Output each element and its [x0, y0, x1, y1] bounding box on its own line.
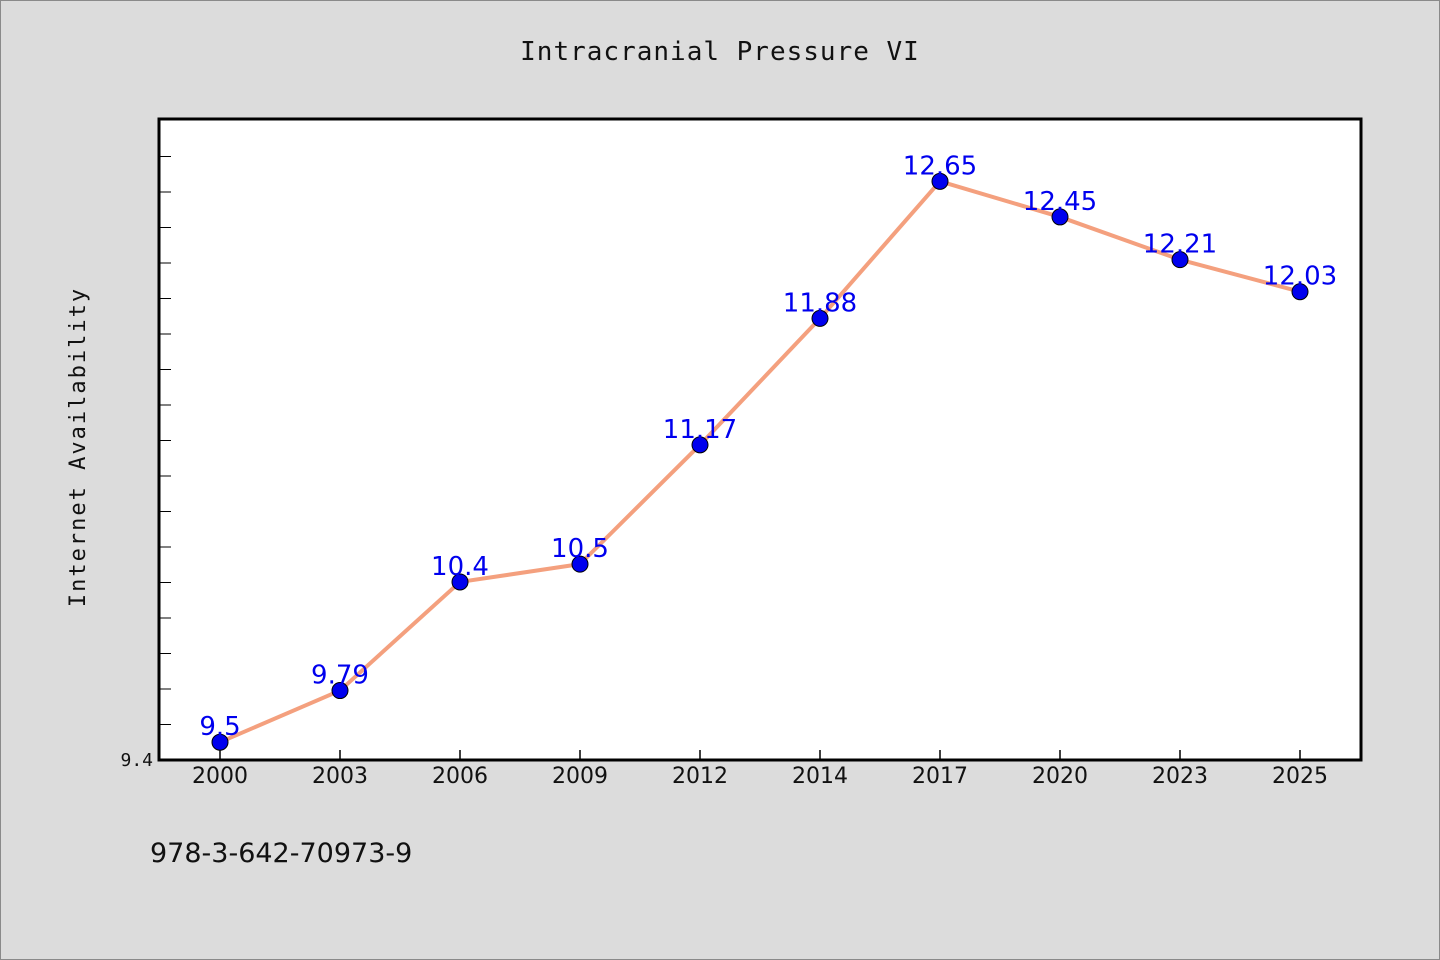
x-tick-label: 2025	[1272, 764, 1328, 789]
footer-isbn: 978-3-642-70973-9	[150, 838, 412, 869]
series-markers	[211, 172, 1309, 751]
data-point-marker	[1051, 208, 1069, 226]
x-tick-label: 2006	[432, 764, 488, 789]
data-point-marker	[811, 309, 829, 327]
y-minor-ticks	[159, 156, 171, 725]
data-point-label: 11.88	[783, 288, 857, 318]
data-point-label: 12.03	[1263, 262, 1337, 292]
y-tick-label: 9.4	[120, 750, 153, 771]
data-point-label: 9.5	[199, 712, 240, 742]
data-point-marker	[931, 172, 949, 190]
x-tick-label: 2000	[192, 764, 248, 789]
data-point-label: 9.79	[311, 661, 369, 691]
data-point-marker	[451, 573, 469, 591]
data-point-marker	[1291, 283, 1309, 301]
data-point-label: 12.21	[1143, 230, 1217, 260]
x-axis-ticks: 2000 2003 2006 2009 2012 2014 2017 2020 2023 2025	[192, 750, 1328, 789]
y-axis-tick-labels: 9.4	[120, 750, 153, 771]
x-tick-label: 2009	[552, 764, 608, 789]
chart-title: Intracranial Pressure VI	[520, 37, 920, 67]
x-tick-label: 2017	[912, 764, 968, 789]
series-line	[219, 179, 1301, 745]
x-tick-label: 2014	[792, 764, 848, 789]
x-tick-label: 2023	[1152, 764, 1208, 789]
data-point-label: 12.45	[1023, 187, 1097, 217]
y-axis-label: Internet Availability	[66, 287, 91, 607]
data-point-label: 12.65	[903, 151, 977, 181]
data-point-marker	[691, 436, 709, 454]
data-point-label: 10.4	[431, 552, 489, 582]
data-point-label: 11.17	[663, 415, 737, 445]
x-tick-label: 2012	[672, 764, 728, 789]
plot-area	[157, 117, 1363, 762]
data-point-marker	[1171, 251, 1189, 269]
x-tick-label: 2020	[1032, 764, 1088, 789]
data-labels: 9.5 9.79 10.4 10.5 11.17 11.88 12.65 12.45 12.21…	[199, 151, 1337, 742]
data-point-marker	[571, 555, 589, 573]
data-point-label: 10.5	[551, 534, 609, 564]
data-point-marker	[331, 682, 349, 700]
x-tick-label: 2003	[312, 764, 368, 789]
data-point-marker	[211, 733, 229, 751]
